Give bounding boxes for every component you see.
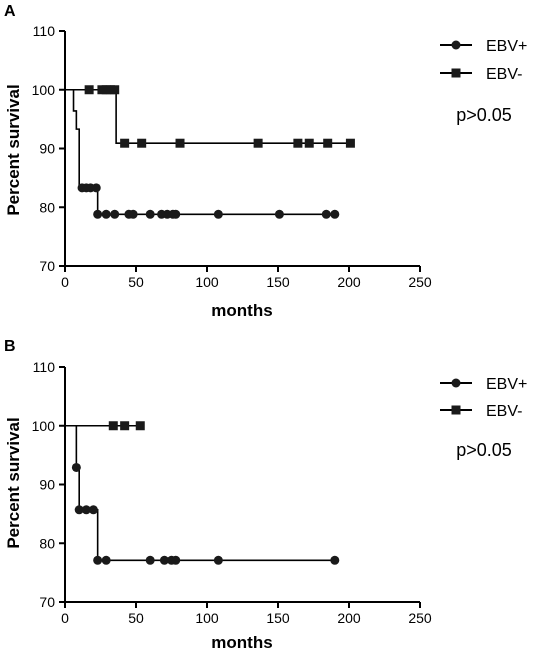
panel-a-point-ebv-neg — [293, 138, 303, 148]
panel-b-y-axis-title: Percent survival — [4, 417, 23, 548]
panel-a-legend-marker-ebv-neg — [451, 68, 461, 78]
panel-b-y-tick-label: 70 — [39, 594, 55, 610]
panel-a-point-ebv-neg — [137, 138, 147, 148]
panel-a-point-ebv-pos — [93, 209, 103, 219]
panel-b-point-ebv-pos — [145, 555, 155, 565]
panel-b-point-ebv-neg — [120, 421, 130, 431]
panel-a-point-ebv-pos — [91, 183, 101, 193]
panel-a-point-ebv-pos — [101, 209, 111, 219]
panel-a-x-tick-label: 100 — [195, 274, 219, 290]
panel-a-x-tick-label: 250 — [408, 274, 432, 290]
panel-a-point-ebv-pos — [110, 209, 120, 219]
panel-b-plot-area: 70 80 90 100 110 0 50 100 150 200 250 — [32, 359, 432, 626]
panel-a-point-ebv-neg — [345, 138, 355, 148]
panel-a-y-tick-label: 90 — [39, 141, 55, 157]
panel-a-x-tick-label: 50 — [128, 274, 144, 290]
panel-b-point-ebv-neg — [135, 421, 145, 431]
panel-b-x-tick-label: 0 — [61, 610, 69, 626]
panel-a-y-tick-label: 110 — [33, 23, 56, 39]
panel-a-legend-label-ebv-pos: EBV+ — [486, 38, 527, 55]
panel-a-legend-label-ebv-neg: EBV- — [486, 66, 522, 83]
panel-b-legend-label-ebv-neg: EBV- — [486, 403, 522, 420]
panel-b-y-tick-label: 100 — [32, 418, 56, 434]
panel-a-point-ebv-neg — [175, 138, 185, 148]
panel-b-point-ebv-pos — [171, 555, 181, 565]
panel-b-curve-ebv-pos — [65, 424, 335, 562]
panel-b-legend-marker-ebv-neg — [451, 405, 461, 415]
panel-a-label: A — [4, 3, 16, 20]
panel-b-point-ebv-pos — [74, 505, 84, 515]
panel-a-point-ebv-pos — [145, 209, 155, 219]
panel-b-point-ebv-pos — [81, 505, 91, 515]
panel-a-point-ebv-pos — [128, 209, 138, 219]
panel-a-x-tick-label: 150 — [266, 274, 290, 290]
panel-b-p-value: p>0.05 — [456, 440, 512, 460]
panel-a-point-ebv-pos — [171, 209, 181, 219]
panel-b-point-ebv-pos — [330, 555, 340, 565]
panel-b-x-tick-label: 150 — [266, 610, 290, 626]
panel-a-point-ebv-neg — [120, 138, 130, 148]
panel-a-point-ebv-neg — [304, 138, 314, 148]
panel-a: A Percent survival months p>0.05 EBV+ EB… — [4, 3, 527, 320]
panel-a-point-ebv-pos — [330, 209, 340, 219]
panel-b-point-ebv-pos — [213, 555, 223, 565]
panel-a-point-ebv-neg — [323, 138, 333, 148]
panel-b-y-tick-label: 90 — [39, 477, 55, 493]
panel-b-x-tick-label: 250 — [408, 610, 432, 626]
panel-b-label: B — [4, 338, 16, 355]
panel-b-legend-label-ebv-pos: EBV+ — [486, 376, 527, 393]
panel-a-plot-area: 70 80 90 100 110 0 50 100 150 200 250 — [32, 23, 432, 290]
panel-b-x-tick-label: 50 — [128, 610, 144, 626]
panel-a-point-ebv-neg — [84, 85, 94, 95]
panel-a-x-tick-label: 0 — [61, 274, 69, 290]
panel-a-y-tick-label: 100 — [32, 82, 56, 98]
panel-b-x-axis-title: months — [211, 633, 272, 652]
panel-a-p-value: p>0.05 — [456, 105, 512, 125]
panel-a-curve-ebv-pos — [65, 88, 335, 216]
panel-b-point-ebv-pos — [101, 555, 111, 565]
panel-b-y-tick-label: 110 — [33, 359, 56, 375]
panel-a-x-axis-title: months — [211, 301, 272, 320]
panel-a-point-ebv-pos — [274, 209, 284, 219]
panel-b-x-tick-label: 200 — [337, 610, 361, 626]
panel-a-y-tick-label: 80 — [39, 199, 55, 215]
panel-a-x-tick-label: 200 — [337, 274, 361, 290]
panel-b-x-tick-label: 100 — [195, 610, 219, 626]
panel-b-point-ebv-pos — [88, 505, 98, 515]
panel-a-y-tick-label: 70 — [39, 258, 55, 274]
panel-a-curve-ebv-neg — [65, 88, 351, 145]
panel-b-point-ebv-pos — [93, 555, 103, 565]
panel-a-point-ebv-neg — [253, 138, 263, 148]
panel-b-point-ebv-neg — [108, 421, 118, 431]
panel-b-legend-marker-ebv-pos — [451, 378, 461, 388]
panel-b-legend: EBV+ EBV- — [440, 376, 527, 420]
panel-b-point-ebv-pos — [71, 462, 81, 472]
panel-a-y-axis-title: Percent survival — [4, 84, 23, 215]
panel-a-legend-marker-ebv-pos — [451, 40, 461, 50]
panel-a-point-ebv-pos — [213, 209, 223, 219]
panel-a-point-ebv-pos — [321, 209, 331, 219]
panel-a-point-ebv-neg — [110, 85, 120, 95]
panel-b: B Percent survival months p>0.05 EBV+ EB… — [4, 338, 527, 652]
panel-a-legend: EBV+ EBV- — [440, 38, 527, 83]
panel-b-point-ebv-pos — [159, 555, 169, 565]
panel-b-y-tick-label: 80 — [39, 535, 55, 551]
